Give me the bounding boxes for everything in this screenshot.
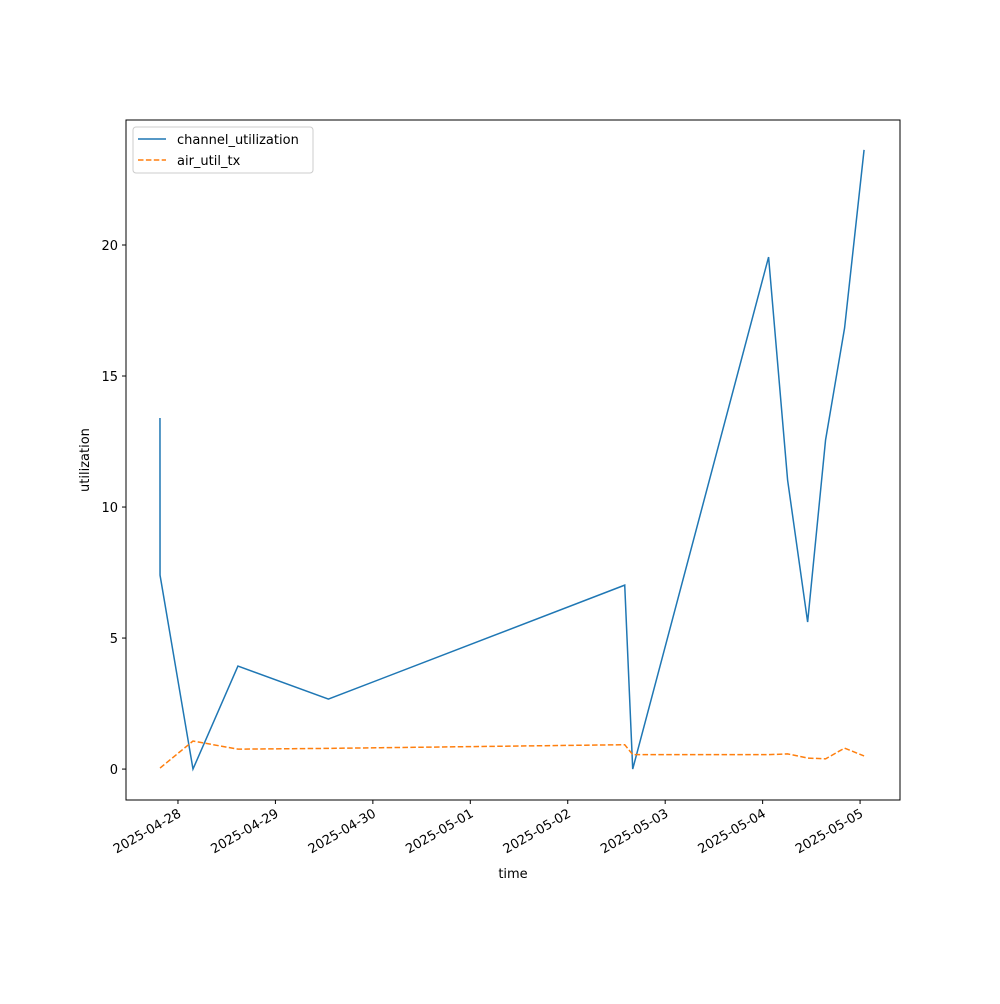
x-tick-label: 2025-04-28	[111, 806, 184, 857]
x-tick-label: 2025-05-03	[598, 806, 671, 857]
legend-label: air_util_tx	[177, 154, 241, 169]
y-tick-label: 10	[101, 501, 118, 516]
y-tick-label: 20	[101, 239, 118, 254]
legend-label: channel_utilization	[177, 133, 299, 148]
y-axis-label: utilization	[78, 428, 93, 492]
axes-frame	[125, 119, 901, 801]
x-tick-label: 2025-05-01	[403, 806, 476, 857]
x-tick-label: 2025-05-05	[793, 806, 866, 857]
y-tick-label: 5	[110, 632, 118, 647]
legend-box	[132, 126, 314, 174]
y-tick-label: 15	[101, 370, 118, 385]
x-axis-label: time	[498, 867, 527, 882]
x-tick-label: 2025-05-04	[696, 806, 769, 857]
data-line	[159, 149, 865, 772]
y-tick-label: 0	[110, 763, 118, 778]
x-tick-label: 2025-04-30	[306, 806, 379, 857]
x-tick-label: 2025-04-29	[208, 806, 281, 857]
data-line	[159, 740, 865, 769]
x-tick-label: 2025-05-02	[501, 806, 574, 857]
